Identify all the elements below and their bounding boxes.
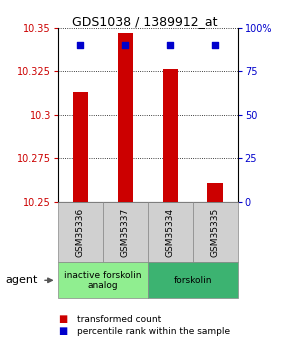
Text: GSM35337: GSM35337	[121, 207, 130, 257]
Point	[213, 42, 218, 48]
Bar	[207, 183, 223, 202]
Text: percentile rank within the sample: percentile rank within the sample	[77, 327, 230, 336]
Text: GSM35335: GSM35335	[211, 207, 220, 257]
Text: agent: agent	[6, 275, 38, 285]
Bar	[162, 69, 178, 202]
Point	[168, 42, 173, 48]
Bar	[117, 33, 133, 202]
Text: GDS1038 / 1389912_at: GDS1038 / 1389912_at	[72, 16, 218, 29]
Bar	[72, 92, 88, 202]
Point	[78, 42, 83, 48]
Point	[123, 42, 128, 48]
Text: GSM35334: GSM35334	[166, 207, 175, 257]
Text: ■: ■	[58, 314, 67, 324]
Text: inactive forskolin
analog: inactive forskolin analog	[64, 270, 142, 290]
Text: GSM35336: GSM35336	[76, 207, 85, 257]
Text: forskolin: forskolin	[174, 276, 212, 285]
Text: transformed count: transformed count	[77, 315, 161, 324]
Text: ■: ■	[58, 326, 67, 336]
